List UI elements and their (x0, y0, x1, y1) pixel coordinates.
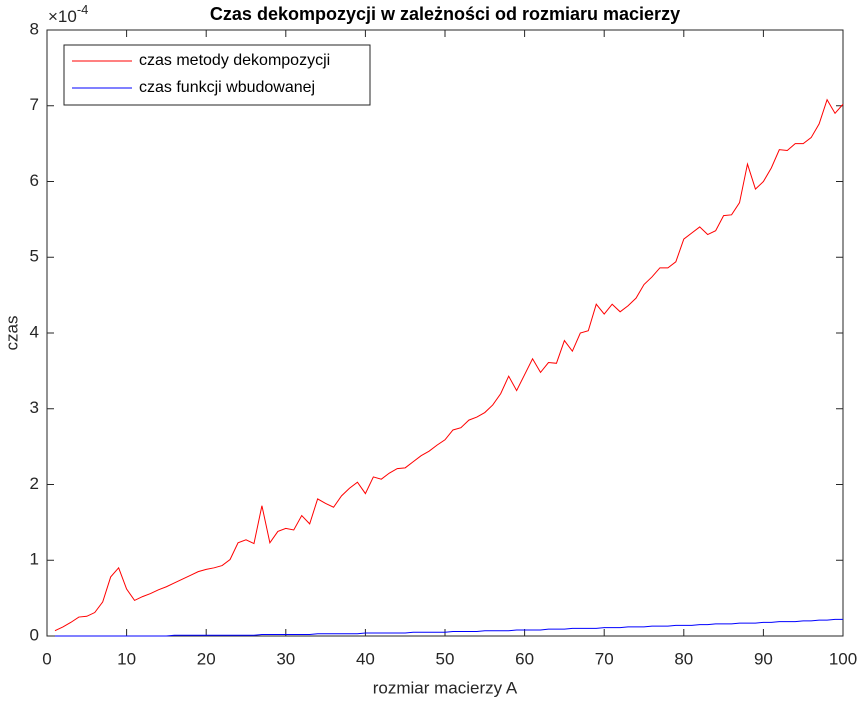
x-tick-label: 30 (276, 649, 295, 668)
x-tick-label: 0 (42, 649, 51, 668)
y-multiplier: ×10-4 (48, 2, 88, 26)
x-tick-label: 10 (117, 649, 136, 668)
x-tick-label: 100 (829, 649, 857, 668)
y-multiplier-base: ×10 (48, 7, 77, 26)
x-tick-label: 70 (595, 649, 614, 668)
y-tick-label: 6 (30, 171, 39, 190)
y-tick-label: 4 (30, 322, 39, 341)
y-multiplier-exponent: -4 (77, 2, 89, 17)
data-line (54, 98, 844, 632)
y-tick-label: 7 (30, 95, 39, 114)
legend-label: czas funkcji wbudowanej (139, 79, 315, 96)
data-line (54, 618, 843, 637)
chart-title: Czas dekompozycji w zależności od rozmia… (210, 4, 680, 24)
x-tick-label: 50 (436, 649, 455, 668)
x-tick-label: 20 (197, 649, 216, 668)
x-tick-label: 60 (515, 649, 534, 668)
x-tick-label: 90 (754, 649, 773, 668)
y-tick-label: 3 (30, 398, 39, 417)
x-axis-label: rozmiar macierzy A (373, 678, 518, 697)
y-tick-label: 5 (30, 247, 39, 266)
axes-box (46, 29, 844, 637)
x-tick-label: 80 (674, 649, 693, 668)
y-tick-label: 8 (30, 19, 39, 38)
x-tick-label: 40 (356, 649, 375, 668)
y-axis-label: czas (2, 316, 21, 351)
y-tick-label: 1 (30, 550, 39, 569)
y-tick-label: 0 (30, 625, 39, 644)
y-tick-label: 2 (30, 474, 39, 493)
legend-box (63, 44, 371, 106)
legend-label: czas metody dekompozycji (139, 52, 330, 69)
